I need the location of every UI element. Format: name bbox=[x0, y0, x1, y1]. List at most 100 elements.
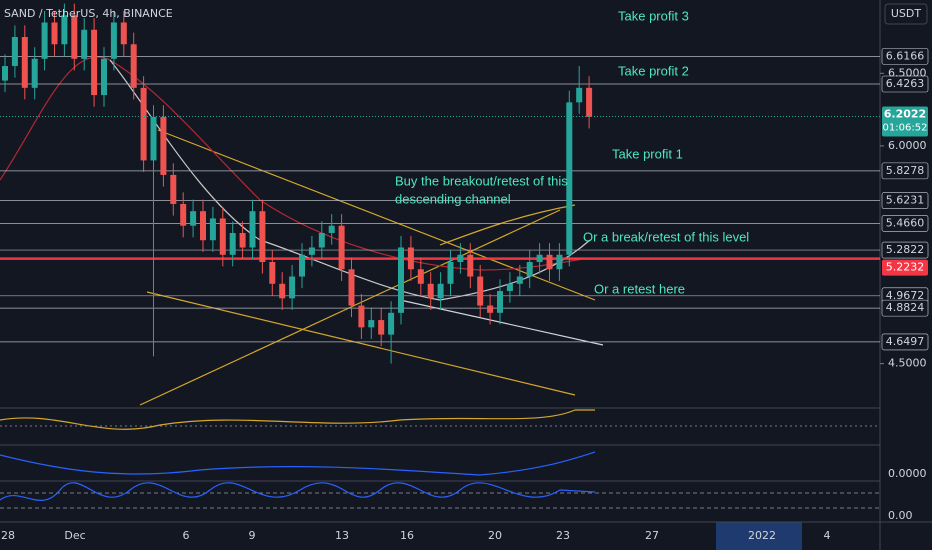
level-label: 6.6166 bbox=[886, 49, 925, 62]
candle-body bbox=[160, 116, 167, 175]
candle-body bbox=[477, 276, 484, 306]
candle-body bbox=[81, 29, 88, 59]
y-tick-label: 6.5000 bbox=[888, 66, 927, 79]
candle-body bbox=[259, 211, 266, 263]
level-label: 4.9672 bbox=[886, 289, 925, 302]
level-label: 5.8278 bbox=[886, 164, 925, 177]
candle-body bbox=[348, 269, 355, 306]
candle-body bbox=[487, 305, 494, 313]
candle-body bbox=[249, 211, 256, 248]
candle-body bbox=[279, 283, 286, 299]
candle-body bbox=[407, 247, 414, 270]
trend-line bbox=[399, 299, 604, 346]
level-label-box bbox=[881, 299, 929, 317]
candle-body bbox=[239, 232, 246, 248]
annotation: Take profit 2 bbox=[618, 63, 689, 78]
candle-body bbox=[11, 37, 18, 67]
candle-body bbox=[41, 22, 48, 59]
level-label: 6.4263 bbox=[886, 77, 925, 90]
channel-line bbox=[157, 129, 596, 301]
candle-body bbox=[110, 22, 117, 59]
level-label: 4.8824 bbox=[886, 301, 925, 314]
candle-body bbox=[71, 15, 78, 59]
candle-body bbox=[299, 254, 305, 277]
candle-body bbox=[566, 102, 573, 255]
indicator-label: 0.00 bbox=[888, 509, 913, 522]
candle-body bbox=[31, 58, 38, 88]
candle-body bbox=[200, 211, 206, 241]
candle-body bbox=[209, 218, 216, 241]
candle-body bbox=[51, 22, 58, 45]
level-label-box bbox=[881, 333, 929, 351]
candle-body bbox=[308, 247, 315, 255]
indicator-line bbox=[0, 451, 596, 476]
candle-body bbox=[2, 66, 8, 81]
y-tick-label: 4.5000 bbox=[888, 357, 927, 370]
x-tick-label: 23 bbox=[556, 529, 570, 542]
candle-body bbox=[417, 269, 424, 284]
candle-body bbox=[447, 262, 454, 284]
year-highlight bbox=[716, 522, 802, 550]
candle-body bbox=[190, 211, 197, 226]
candle-body bbox=[358, 305, 365, 328]
x-tick-label: 27 bbox=[645, 529, 659, 542]
x-tick-label: 13 bbox=[335, 529, 349, 542]
indicator-line bbox=[0, 482, 596, 501]
candle-body bbox=[546, 254, 553, 270]
marks bbox=[0, 3, 880, 364]
x-tick-label: 9 bbox=[249, 529, 256, 542]
candle-body bbox=[101, 58, 107, 96]
chart-title: SAND / TetherUS, 4h, BINANCE bbox=[4, 7, 173, 20]
x-tick-label: 6 bbox=[183, 529, 190, 542]
red-level-label: 5.2232 bbox=[886, 261, 925, 274]
last-price-box bbox=[882, 106, 928, 137]
x-tick-label: 2022 bbox=[748, 529, 776, 542]
candle-body bbox=[21, 37, 28, 88]
channel-line bbox=[146, 291, 576, 396]
candle-body bbox=[170, 174, 177, 204]
level-label: 5.4660 bbox=[886, 216, 925, 229]
level-label: 4.6497 bbox=[886, 335, 925, 348]
moving-average bbox=[0, 56, 591, 271]
x-tick-label: Dec bbox=[64, 529, 85, 542]
currency[interactable]: USDT bbox=[891, 7, 922, 20]
candle-body bbox=[368, 320, 375, 328]
candle-body bbox=[526, 262, 533, 277]
level-label-box bbox=[881, 75, 929, 93]
candle-body bbox=[130, 44, 137, 88]
countdown: 01:06:52 bbox=[883, 123, 928, 134]
candle-body bbox=[427, 283, 434, 299]
candle-body bbox=[576, 87, 583, 103]
level-label: 5.6231 bbox=[886, 194, 925, 207]
candle-body bbox=[556, 254, 563, 270]
level-label-box bbox=[881, 162, 929, 180]
candle-body bbox=[150, 116, 157, 161]
x-tick-label: 4 bbox=[824, 529, 831, 542]
level-label-box bbox=[881, 48, 929, 65]
annotation: descending channel bbox=[395, 191, 511, 206]
level-label-box bbox=[881, 241, 929, 259]
candle-body bbox=[61, 15, 68, 45]
candle-body bbox=[289, 276, 296, 299]
annotation: Or a retest here bbox=[594, 281, 685, 296]
moving-average bbox=[109, 59, 591, 301]
candle-body bbox=[467, 254, 474, 277]
candle-body bbox=[140, 87, 147, 161]
currency-button[interactable] bbox=[884, 3, 928, 25]
x-tick-label: 28 bbox=[1, 529, 15, 542]
candle-body bbox=[91, 29, 98, 96]
x-tick-label: 20 bbox=[488, 529, 502, 542]
candle-body bbox=[516, 276, 523, 284]
candle-body bbox=[497, 291, 503, 313]
candle-body bbox=[437, 283, 444, 299]
level-label-box bbox=[881, 192, 929, 209]
annotation: Buy the breakout/retest of this bbox=[395, 173, 568, 188]
level-label-box bbox=[881, 215, 929, 232]
indicator-line bbox=[0, 409, 595, 430]
candle-body bbox=[269, 262, 276, 284]
candle-body bbox=[506, 283, 513, 292]
channel-line bbox=[139, 209, 561, 406]
candle-body bbox=[180, 203, 187, 226]
